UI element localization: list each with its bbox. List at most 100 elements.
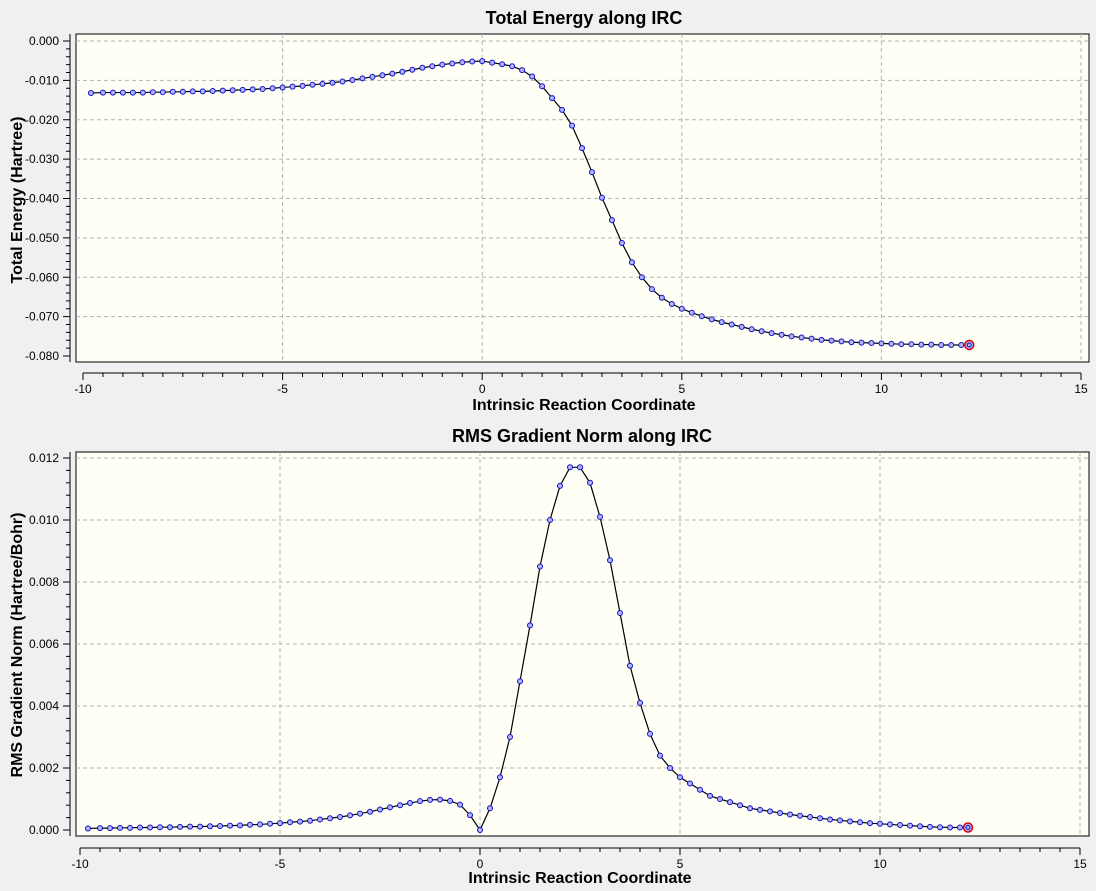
- energy-data-point[interactable]: [449, 60, 456, 67]
- gradient-data-point[interactable]: [217, 822, 223, 829]
- energy-data-point[interactable]: [239, 86, 246, 93]
- energy-data-point[interactable]: [539, 83, 546, 90]
- gradient-data-point[interactable]: [497, 774, 503, 781]
- gradient-data-point[interactable]: [837, 817, 843, 824]
- energy-data-point[interactable]: [948, 341, 955, 348]
- gradient-data-point[interactable]: [507, 734, 513, 740]
- energy-data-point[interactable]: [698, 313, 705, 320]
- gradient-data-point[interactable]: [237, 822, 243, 829]
- energy-data-point[interactable]: [299, 82, 306, 89]
- energy-data-point[interactable]: [848, 339, 855, 346]
- gradient-data-point[interactable]: [677, 774, 683, 781]
- energy-data-point[interactable]: [279, 84, 286, 91]
- gradient-data-point[interactable]: [527, 622, 533, 629]
- gradient-data-point[interactable]: [317, 816, 323, 823]
- energy-data-point[interactable]: [728, 321, 735, 328]
- energy-data-point[interactable]: [87, 89, 94, 96]
- energy-data-point[interactable]: [569, 122, 576, 129]
- gradient-data-point[interactable]: [647, 730, 653, 737]
- energy-data-point[interactable]: [598, 194, 605, 201]
- energy-data-point[interactable]: [409, 66, 416, 73]
- gradient-data-point[interactable]: [827, 816, 833, 823]
- gradient-data-point[interactable]: [157, 824, 163, 831]
- energy-data-point[interactable]: [509, 63, 516, 70]
- gradient-data-point[interactable]: [947, 824, 953, 831]
- gradient-data-point[interactable]: [457, 801, 463, 808]
- gradient-data-point[interactable]: [637, 699, 643, 706]
- gradient-data-point[interactable]: [767, 808, 773, 815]
- energy-data-point[interactable]: [579, 145, 585, 152]
- energy-data-point[interactable]: [588, 169, 595, 176]
- gradient-data-point[interactable]: [107, 825, 113, 832]
- gradient-data-point[interactable]: [587, 479, 593, 486]
- energy-data-point[interactable]: [688, 309, 695, 316]
- energy-data-point[interactable]: [309, 81, 316, 88]
- energy-data-point[interactable]: [459, 59, 466, 66]
- energy-data-point[interactable]: [888, 340, 895, 347]
- gradient-data-point[interactable]: [247, 821, 253, 828]
- gradient-data-point[interactable]: [877, 820, 883, 827]
- gradient-data-point[interactable]: [547, 517, 553, 523]
- energy-data-point[interactable]: [778, 331, 785, 338]
- energy-data-point[interactable]: [768, 330, 775, 337]
- gradient-data-point[interactable]: [857, 819, 863, 826]
- gradient-data-point[interactable]: [867, 820, 873, 827]
- energy-data-point[interactable]: [748, 326, 755, 333]
- energy-data-point[interactable]: [349, 76, 356, 83]
- energy-data-point[interactable]: [718, 319, 725, 326]
- energy-data-point[interactable]: [668, 301, 675, 308]
- gradient-data-point[interactable]: [617, 610, 623, 616]
- energy-data-point[interactable]: [738, 323, 745, 330]
- gradient-data-point[interactable]: [387, 804, 393, 811]
- gradient-data-point[interactable]: [757, 806, 763, 813]
- energy-data-point[interactable]: [399, 68, 406, 75]
- gradient-data-point[interactable]: [557, 482, 563, 489]
- energy-data-point[interactable]: [798, 334, 805, 341]
- gradient-data-point[interactable]: [907, 822, 913, 829]
- gradient-data-point[interactable]: [467, 812, 473, 819]
- energy-data-point[interactable]: [99, 89, 106, 96]
- energy-data-point[interactable]: [618, 239, 625, 246]
- energy-data-point[interactable]: [329, 79, 336, 86]
- energy-data-point[interactable]: [389, 70, 396, 77]
- gradient-data-point[interactable]: [197, 823, 203, 830]
- gradient-data-point[interactable]: [307, 817, 313, 824]
- energy-data-point[interactable]: [648, 286, 655, 293]
- energy-data-point[interactable]: [808, 335, 815, 342]
- energy-data-point[interactable]: [289, 83, 296, 90]
- energy-data-point[interactable]: [489, 59, 496, 66]
- gradient-data-point[interactable]: [207, 823, 213, 830]
- gradient-data-point[interactable]: [737, 802, 743, 809]
- gradient-data-point[interactable]: [657, 752, 663, 759]
- gradient-data-point[interactable]: [487, 805, 493, 812]
- energy-data-point[interactable]: [169, 88, 176, 95]
- energy-data-point[interactable]: [339, 78, 346, 85]
- gradient-data-point[interactable]: [797, 812, 803, 819]
- gradient-data-point[interactable]: [707, 792, 713, 799]
- energy-data-point[interactable]: [608, 217, 615, 224]
- gradient-data-point[interactable]: [957, 824, 963, 831]
- gradient-data-point[interactable]: [437, 796, 443, 803]
- energy-data-point[interactable]: [249, 86, 256, 93]
- energy-data-point[interactable]: [379, 72, 386, 79]
- energy-data-point[interactable]: [878, 340, 885, 347]
- energy-data-point[interactable]: [269, 85, 276, 92]
- energy-data-point[interactable]: [549, 95, 556, 102]
- energy-data-point[interactable]: [199, 88, 206, 95]
- gradient-data-point[interactable]: [277, 820, 283, 827]
- gradient-data-point[interactable]: [187, 823, 193, 830]
- energy-data-point[interactable]: [838, 338, 845, 345]
- energy-data-point[interactable]: [439, 61, 446, 68]
- gradient-data-point[interactable]: [407, 800, 413, 807]
- energy-data-point[interactable]: [159, 89, 166, 96]
- gradient-data-point[interactable]: [917, 823, 923, 830]
- gradient-data-point[interactable]: [267, 820, 273, 827]
- energy-data-point[interactable]: [229, 87, 236, 94]
- energy-data-point[interactable]: [678, 305, 685, 312]
- gradient-data-point[interactable]: [85, 825, 91, 832]
- gradient-data-point[interactable]: [477, 827, 483, 833]
- gradient-data-point[interactable]: [137, 824, 143, 831]
- energy-data-point[interactable]: [479, 58, 486, 65]
- energy-data-point[interactable]: [898, 341, 905, 348]
- gradient-data-point[interactable]: [257, 821, 263, 828]
